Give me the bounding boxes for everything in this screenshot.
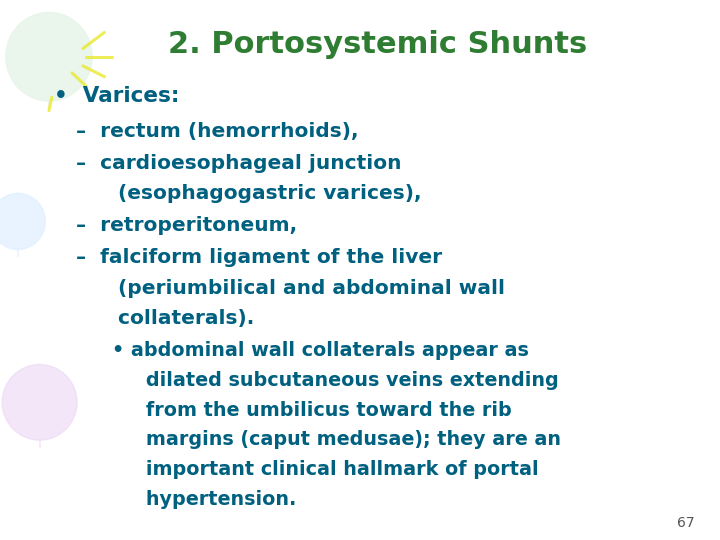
Text: 2. Portosystemic Shunts: 2. Portosystemic Shunts [168, 30, 588, 59]
Text: –  cardioesophageal junction: – cardioesophageal junction [76, 154, 401, 173]
Text: collaterals).: collaterals). [90, 309, 254, 328]
Ellipse shape [2, 364, 77, 440]
Text: •  Varices:: • Varices: [54, 86, 179, 106]
Text: • abdominal wall collaterals appear as: • abdominal wall collaterals appear as [112, 341, 528, 360]
Text: dilated subcutaneous veins extending: dilated subcutaneous veins extending [126, 371, 559, 390]
Text: (esophagogastric varices),: (esophagogastric varices), [90, 184, 421, 202]
Ellipse shape [6, 12, 92, 101]
Text: –  retroperitoneum,: – retroperitoneum, [76, 216, 297, 235]
Text: –  falciform ligament of the liver: – falciform ligament of the liver [76, 248, 442, 267]
Ellipse shape [0, 193, 45, 249]
Text: margins (caput medusae); they are an: margins (caput medusae); they are an [126, 430, 561, 449]
Text: from the umbilicus toward the rib: from the umbilicus toward the rib [126, 401, 512, 420]
Text: important clinical hallmark of portal: important clinical hallmark of portal [126, 460, 539, 479]
Text: (periumbilical and abdominal wall: (periumbilical and abdominal wall [90, 279, 505, 298]
Text: –  rectum (hemorrhoids),: – rectum (hemorrhoids), [76, 122, 358, 140]
Text: 67: 67 [678, 516, 695, 530]
Text: hypertension.: hypertension. [126, 490, 297, 509]
